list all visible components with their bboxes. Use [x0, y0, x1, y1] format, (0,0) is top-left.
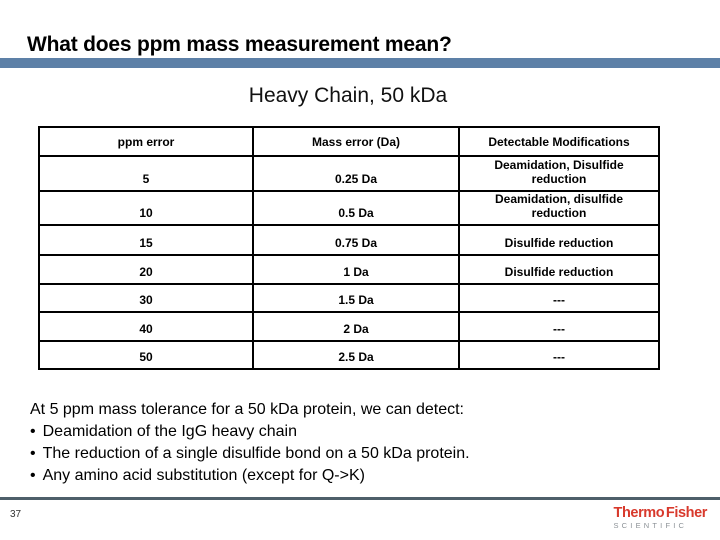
cell-ppm: 50 — [38, 340, 254, 370]
bullet-item: • The reduction of a single disulfide bon… — [30, 443, 690, 465]
cell-ppm: 30 — [38, 283, 254, 313]
slide-title: What does ppm mass measurement mean? — [27, 33, 452, 57]
bullet-text: Deamidation of the IgG heavy chain — [42, 423, 297, 440]
cell-modifications: Disulfide reduction — [458, 224, 660, 256]
accent-bar — [0, 58, 720, 68]
cell-mass: 1 Da — [252, 254, 460, 285]
cell-modifications: --- — [458, 340, 660, 370]
cell-modifications: Disulfide reduction — [458, 254, 660, 285]
cell-modifications: --- — [458, 311, 660, 342]
cell-modifications: --- — [458, 283, 660, 313]
thermo-fisher-logo: Thermo Fisher SCIENTIFIC — [613, 506, 707, 529]
footer-divider — [0, 497, 720, 500]
header-ppm-error: ppm error — [38, 126, 254, 157]
table-row: 15 0.75 Da Disulfide reduction — [38, 224, 660, 256]
bullet-icon: • — [30, 467, 36, 484]
summary-text: At 5 ppm mass tolerance for a 50 kDa pro… — [30, 399, 690, 487]
cell-ppm: 20 — [38, 254, 254, 285]
cell-mass: 0.75 Da — [252, 224, 460, 256]
bullet-icon: • — [30, 445, 36, 462]
cell-mass: 1.5 Da — [252, 283, 460, 313]
page-number: 37 — [10, 509, 22, 520]
summary-intro: At 5 ppm mass tolerance for a 50 kDa pro… — [30, 401, 464, 418]
cell-ppm: 15 — [38, 224, 254, 256]
bullet-item: • Any amino acid substitution (except for… — [30, 465, 690, 487]
cell-ppm: 40 — [38, 311, 254, 342]
header-detectable-modifications: Detectable Modifications — [458, 126, 660, 157]
header-mass-error: Mass error (Da) — [252, 126, 460, 157]
cell-mass: 0.5 Da — [252, 190, 460, 226]
table-row: 20 1 Da Disulfide reduction — [38, 254, 660, 285]
cell-modifications: Deamidation, Disulfide reduction — [458, 155, 660, 192]
bullet-icon: • — [30, 423, 36, 440]
cell-ppm: 10 — [38, 190, 254, 226]
cell-ppm: 5 — [38, 155, 254, 192]
bullet-item: • Deamidation of the IgG heavy chain — [30, 421, 690, 443]
bullet-text: The reduction of a single disulfide bond… — [42, 445, 470, 462]
ppm-error-table: ppm error Mass error (Da) Detectable Mod… — [38, 126, 660, 370]
table-row: 50 2.5 Da --- — [38, 340, 660, 370]
logo-subtext: SCIENTIFIC — [613, 520, 688, 530]
table-row: 30 1.5 Da --- — [38, 283, 660, 313]
table-row: 10 0.5 Da Deamidation, disulfide reducti… — [38, 190, 660, 226]
bullet-text: Any amino acid substitution (except for … — [42, 467, 365, 484]
table-caption: Heavy Chain, 50 kDa — [248, 84, 448, 107]
table-row: 5 0.25 Da Deamidation, Disulfide reducti… — [38, 155, 660, 192]
cell-mass: 2 Da — [252, 311, 460, 342]
cell-mass: 0.25 Da — [252, 155, 460, 192]
cell-modifications: Deamidation, disulfide reduction — [458, 190, 660, 226]
logo-wordmark: Thermo Fisher — [613, 505, 707, 521]
cell-mass: 2.5 Da — [252, 340, 460, 370]
table-row: 40 2 Da --- — [38, 311, 660, 342]
table-header-row: ppm error Mass error (Da) Detectable Mod… — [38, 126, 660, 157]
